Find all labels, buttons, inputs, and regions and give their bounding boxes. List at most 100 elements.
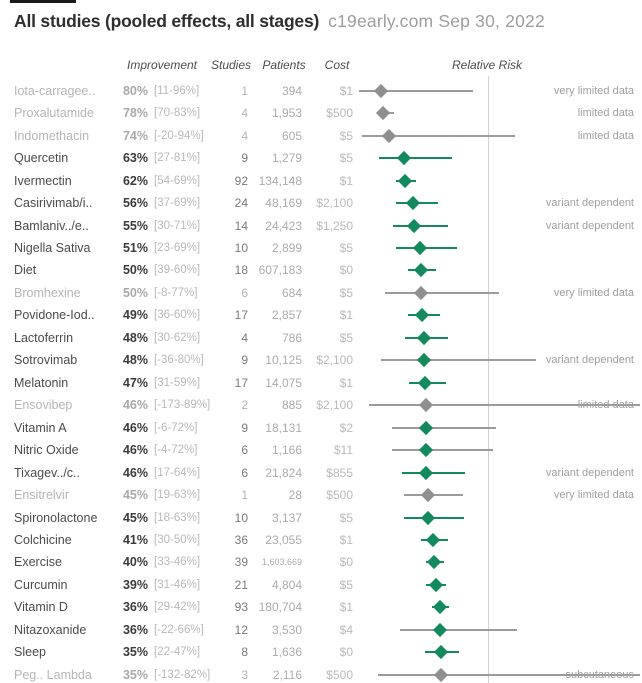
treatment-name-link[interactable]: Curcumin — [14, 577, 68, 592]
treatment-name-link[interactable]: Exercise — [14, 555, 62, 570]
confidence-interval-label: [11-96%] — [154, 84, 200, 97]
studies-count: 4 — [241, 106, 248, 121]
treatment-name-link[interactable]: Sotrovimab — [14, 353, 78, 368]
treatment-name-link[interactable]: Colchicine — [14, 533, 72, 547]
improvement-value: 45% — [122, 488, 148, 503]
patients-count: 1,636 — [271, 645, 302, 660]
effect-diamond-marker — [427, 555, 442, 570]
improvement-value: 47% — [122, 375, 148, 390]
treatment-name-link[interactable]: Indomethacin — [14, 128, 90, 143]
treatment-row: Colchicine 41% [30-50%] 36 23,055 $1 — [0, 529, 642, 551]
studies-count: 3 — [241, 667, 248, 682]
studies-count: 2 — [241, 398, 248, 413]
effect-diamond-marker — [381, 128, 396, 143]
cost-value: $0 — [339, 555, 353, 570]
confidence-interval-label: [-22-66%] — [154, 623, 204, 636]
confidence-interval-label: [-6-72%] — [154, 421, 198, 434]
confidence-interval-label: [30-62%] — [154, 331, 201, 344]
row-annotation: variant dependent — [545, 219, 634, 232]
treatment-name-link[interactable]: Iota-carragee.. — [14, 83, 96, 98]
studies-count: 10 — [234, 241, 248, 256]
ci-range-line — [379, 157, 452, 160]
improvement-value: 62% — [122, 173, 148, 188]
confidence-interval-label: [22-47%] — [154, 646, 201, 659]
treatment-name-link[interactable]: Ensitrelvir — [14, 488, 69, 503]
improvement-value: 41% — [122, 533, 148, 547]
row-annotation: variant dependent — [545, 354, 634, 367]
confidence-interval-label: [39-60%] — [154, 264, 201, 277]
improvement-value: 51% — [122, 241, 148, 256]
treatment-name-link[interactable]: Vitamin A — [14, 420, 67, 435]
patients-count: 2,116 — [272, 667, 302, 682]
treatment-row: Povidone-Iod.. 49% [36-60%] 17 2,857 $1 — [0, 304, 642, 326]
studies-count: 17 — [234, 308, 248, 323]
treatment-row: Indomethacin 74% [-20-94%] 4 605 $5 limi… — [0, 125, 642, 147]
treatment-row: Ensovibep 46% [-173-89%] 2 885 $2,100 li… — [0, 394, 642, 416]
studies-count: 8 — [241, 645, 248, 660]
treatment-name-link[interactable]: Bromhexine — [14, 285, 81, 300]
treatment-name-link[interactable]: Nitric Oxide — [14, 443, 79, 458]
ci-range-line — [359, 89, 474, 92]
treatment-row: Bamlaniv../e.. 55% [30-71%] 14 24,423 $1… — [0, 215, 642, 237]
cost-value: $5 — [339, 128, 353, 143]
improvement-value: 46% — [122, 398, 148, 413]
treatment-name-link[interactable]: Nigella Sativa — [14, 241, 91, 256]
effect-diamond-marker — [419, 398, 434, 413]
cost-value: $5 — [339, 285, 353, 300]
treatment-name-link[interactable]: Nitazoxanide — [14, 622, 87, 637]
improvement-value: 35% — [122, 645, 148, 660]
confidence-interval-label: [-36-80%] — [154, 354, 204, 367]
effect-diamond-marker — [416, 353, 431, 368]
patients-count: 24,423 — [265, 218, 302, 233]
cost-value: $0 — [339, 263, 353, 278]
treatment-name-link[interactable]: Vitamin D — [14, 600, 68, 615]
studies-count: 10 — [234, 510, 248, 525]
improvement-value: 55% — [122, 218, 148, 233]
page-title: All studies (pooled effects, all stages) — [14, 11, 320, 31]
treatment-name-link[interactable]: Proxalutamide — [14, 106, 94, 121]
treatment-name-link[interactable]: Casirivimab/i.. — [14, 196, 93, 211]
treatment-name-link[interactable]: Peg.. Lambda — [14, 667, 92, 682]
treatment-name-link[interactable]: Sleep — [14, 645, 46, 660]
studies-count: 9 — [241, 353, 248, 368]
confidence-interval-label: [31-46%] — [154, 578, 201, 591]
cost-value: $1 — [339, 308, 353, 323]
effect-diamond-marker — [417, 375, 433, 390]
treatment-name-link[interactable]: Tixagev../c.. — [14, 465, 80, 480]
column-header-relative-risk: Relative Risk — [451, 58, 523, 72]
effect-diamond-marker — [413, 263, 429, 278]
effect-diamond-marker — [434, 645, 449, 660]
effect-diamond-marker — [415, 308, 430, 323]
ci-range-line — [399, 628, 518, 631]
patients-count: 2,857 — [271, 308, 302, 323]
treatment-name-link[interactable]: Melatonin — [14, 375, 69, 390]
treatment-row: Exercise 40% [33-46%] 39 1,603,669 $0 — [0, 551, 642, 573]
improvement-value: 78% — [122, 106, 148, 121]
treatment-name-link[interactable]: Diet — [14, 263, 37, 278]
treatment-row: Iota-carragee.. 80% [11-96%] 1 394 $1 ve… — [0, 80, 642, 102]
treatment-name-link[interactable]: Ivermectin — [14, 173, 72, 188]
cost-value: $2,100 — [316, 398, 353, 413]
confidence-interval-label: [-8-77%] — [154, 286, 198, 299]
effect-diamond-marker — [420, 488, 435, 503]
improvement-value: 40% — [122, 555, 148, 570]
treatment-row: Quercetin 63% [27-81%] 9 1,279 $5 — [0, 147, 642, 169]
treatment-name-link[interactable]: Lactoferrin — [14, 330, 74, 345]
row-annotation: limited data — [577, 129, 634, 142]
treatment-name-link[interactable]: Bamlaniv../e.. — [14, 218, 89, 233]
improvement-value: 46% — [122, 420, 148, 435]
treatment-row: Nigella Sativa 51% [23-69%] 10 2,899 $5 — [0, 237, 642, 259]
cost-value: $1 — [339, 173, 353, 188]
effect-diamond-marker — [376, 106, 391, 121]
treatment-name-link[interactable]: Spironolactone — [14, 510, 98, 525]
treatment-name-link[interactable]: Quercetin — [14, 151, 69, 166]
treatment-name-link[interactable]: Povidone-Iod.. — [14, 308, 95, 323]
confidence-interval-label: [30-71%] — [154, 219, 201, 232]
patients-count: 2,899 — [271, 241, 302, 256]
cost-value: $5 — [339, 577, 353, 592]
treatment-name-link[interactable]: Ensovibep — [14, 398, 73, 413]
treatment-row: Vitamin D 36% [29-42%] 93 180,704 $1 — [0, 596, 642, 618]
ci-range-line — [378, 673, 640, 676]
treatment-row: Nitazoxanide 36% [-22-66%] 12 3,530 $4 — [0, 619, 642, 641]
